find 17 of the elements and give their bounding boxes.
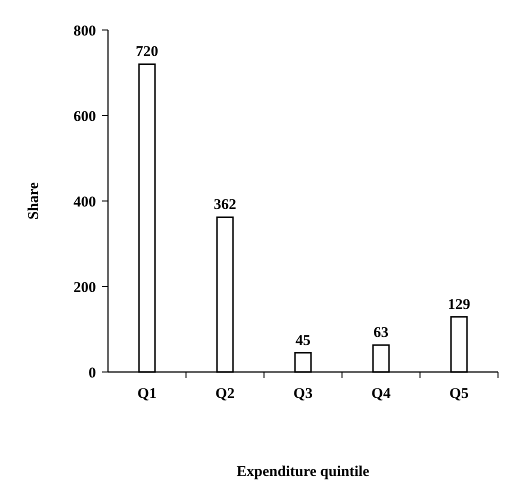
x-tick-label: Q2 — [215, 386, 235, 402]
data-label: 129 — [448, 296, 470, 313]
y-tick-label: 600 — [74, 108, 96, 125]
data-label: 362 — [214, 197, 236, 214]
y-tick-label: 800 — [74, 23, 96, 40]
y-tick-label: 400 — [74, 194, 96, 210]
y-axis-title: Share — [26, 182, 42, 220]
x-tick-label: Q4 — [371, 386, 392, 402]
x-axis-title: Expenditure quintile — [236, 464, 370, 480]
data-label: 720 — [136, 44, 158, 60]
x-tick-label: Q5 — [449, 386, 469, 402]
data-label: 63 — [374, 325, 388, 342]
y-tick-label: 200 — [74, 280, 96, 296]
x-tick-label: Q3 — [293, 386, 313, 402]
x-tick-label: Q1 — [137, 386, 157, 402]
y-tick-label: 0 — [88, 365, 96, 382]
data-label: 45 — [296, 332, 310, 349]
